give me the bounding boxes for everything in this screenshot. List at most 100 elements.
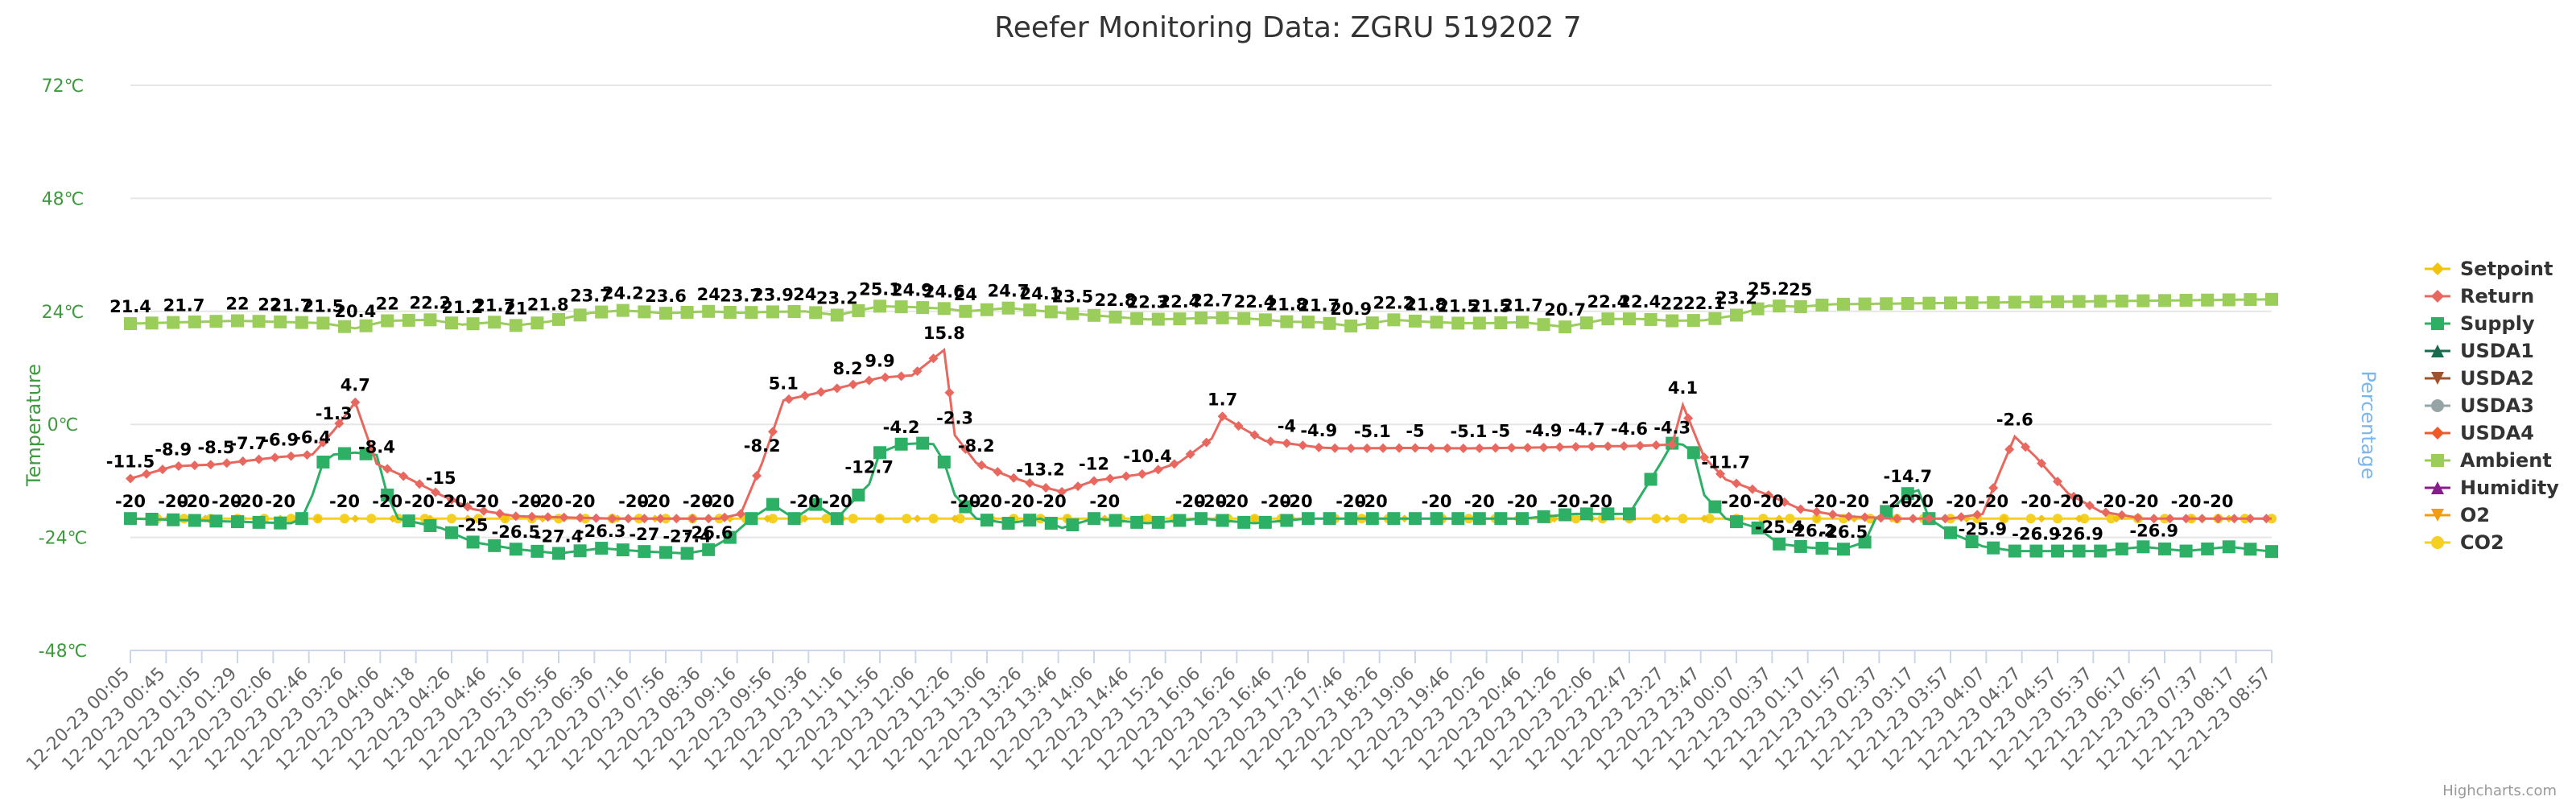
legend-item-co2[interactable]: CO2 bbox=[2425, 531, 2504, 554]
series-point bbox=[951, 514, 960, 523]
series-point bbox=[2072, 544, 2086, 558]
series-point bbox=[1258, 313, 1272, 327]
data-label: 23.2 bbox=[816, 288, 858, 308]
data-label: -5.1 bbox=[1354, 422, 1391, 441]
series-point bbox=[366, 514, 377, 524]
series-point bbox=[1173, 312, 1187, 326]
series-point bbox=[573, 544, 587, 558]
data-label: -20 bbox=[1946, 492, 1976, 511]
series-point bbox=[1344, 319, 1358, 332]
data-label: 20.9 bbox=[1330, 299, 1372, 319]
series-point bbox=[382, 464, 393, 474]
series-point bbox=[980, 514, 993, 527]
series-point bbox=[1908, 514, 1918, 524]
series-point bbox=[559, 512, 569, 522]
series-point bbox=[295, 512, 308, 526]
data-label: -20 bbox=[1464, 492, 1495, 511]
series-point bbox=[745, 306, 758, 320]
series-point bbox=[351, 514, 360, 523]
series-point bbox=[848, 514, 858, 524]
data-label: 21.8 bbox=[1265, 295, 1307, 315]
series-point bbox=[1662, 514, 1671, 523]
series-point bbox=[655, 514, 666, 524]
series-point bbox=[494, 508, 505, 518]
series-point bbox=[1837, 297, 1850, 311]
series-point bbox=[913, 514, 922, 523]
series-point bbox=[1041, 483, 1051, 493]
legend-item-ambient[interactable]: Ambient bbox=[2425, 449, 2552, 472]
series-point bbox=[1924, 514, 1934, 524]
legend-item-usda2[interactable]: USDA2 bbox=[2425, 367, 2534, 390]
series-point bbox=[295, 316, 308, 329]
legend-item-o2[interactable]: O2 bbox=[2425, 504, 2490, 526]
data-label: -8.4 bbox=[358, 437, 395, 456]
series-point bbox=[916, 436, 930, 450]
data-label: -20 bbox=[329, 492, 360, 511]
legend-label: USDA2 bbox=[2460, 367, 2534, 390]
series-point bbox=[173, 460, 184, 471]
series-point bbox=[1940, 514, 1951, 524]
series-point bbox=[2115, 294, 2128, 308]
credits-link[interactable]: Highcharts.com bbox=[2442, 782, 2557, 799]
legend-item-supply[interactable]: Supply bbox=[2425, 312, 2535, 335]
data-label: -20 bbox=[404, 492, 435, 511]
data-label: -20 bbox=[511, 492, 542, 511]
series-point bbox=[1619, 441, 1629, 452]
series-point bbox=[2116, 510, 2127, 520]
series-point bbox=[1554, 442, 1565, 452]
data-label: -20 bbox=[704, 492, 735, 511]
series-point bbox=[423, 518, 437, 532]
series-point bbox=[1683, 413, 1694, 423]
legend-symbol-icon bbox=[2431, 345, 2444, 357]
data-label: -8.5 bbox=[197, 438, 234, 457]
data-label: -20 bbox=[1753, 492, 1784, 511]
legend-item-usda4[interactable]: USDA4 bbox=[2425, 422, 2534, 444]
y-tick-label: -48℃ bbox=[39, 642, 88, 662]
legend-item-setpoint[interactable]: Setpoint bbox=[2425, 258, 2553, 280]
data-label: -20 bbox=[233, 492, 263, 511]
series-point bbox=[2000, 514, 2008, 523]
data-label: 22.8 bbox=[1095, 291, 1137, 310]
legend-item-usda3[interactable]: USDA3 bbox=[2425, 394, 2534, 417]
data-label: -8.2 bbox=[744, 436, 781, 456]
data-label: -20 bbox=[1978, 492, 2008, 511]
series-point bbox=[595, 542, 609, 555]
series-point bbox=[2136, 540, 2150, 554]
data-label: 24 bbox=[954, 285, 977, 304]
series-point bbox=[145, 512, 159, 526]
data-label: 22.4 bbox=[1619, 292, 1661, 312]
data-label: -15 bbox=[426, 468, 456, 488]
series-point bbox=[1603, 441, 1613, 452]
data-label: -20 bbox=[2053, 492, 2083, 511]
data-label: -12.7 bbox=[844, 457, 894, 477]
legend-item-humidity[interactable]: Humidity bbox=[2425, 477, 2559, 499]
data-label: 24.9 bbox=[891, 281, 933, 300]
data-label: -1.3 bbox=[316, 404, 353, 423]
legend[interactable]: Setpoint Return Supply USDA1 USDA2 USDA3 USDA4… bbox=[2425, 258, 2559, 554]
series-point bbox=[616, 303, 630, 317]
series-point bbox=[1988, 483, 1999, 493]
data-label: 23.9 bbox=[752, 285, 794, 304]
series-point bbox=[167, 316, 180, 329]
series-point bbox=[2136, 294, 2150, 308]
series-point bbox=[2025, 514, 2036, 524]
series-point bbox=[1088, 512, 1100, 526]
legend-item-usda1[interactable]: USDA1 bbox=[2425, 340, 2534, 362]
legend-item-return[interactable]: Return bbox=[2425, 285, 2534, 308]
series-point bbox=[1023, 514, 1037, 527]
legend-label: CO2 bbox=[2460, 531, 2504, 554]
data-label: 24 bbox=[697, 285, 720, 304]
series-point bbox=[1704, 514, 1715, 524]
series-point bbox=[1880, 505, 1893, 518]
data-label: -8.2 bbox=[958, 436, 995, 456]
series-point bbox=[381, 314, 394, 328]
series-point bbox=[1558, 320, 1572, 334]
series-point bbox=[1811, 506, 1822, 517]
series-point bbox=[852, 303, 865, 317]
series-point bbox=[237, 456, 248, 467]
series-point bbox=[1708, 312, 1722, 325]
data-label: -20 bbox=[1903, 492, 1934, 511]
series-point bbox=[821, 514, 832, 524]
grid-lines bbox=[130, 85, 2272, 651]
data-label: -6.4 bbox=[294, 428, 331, 448]
